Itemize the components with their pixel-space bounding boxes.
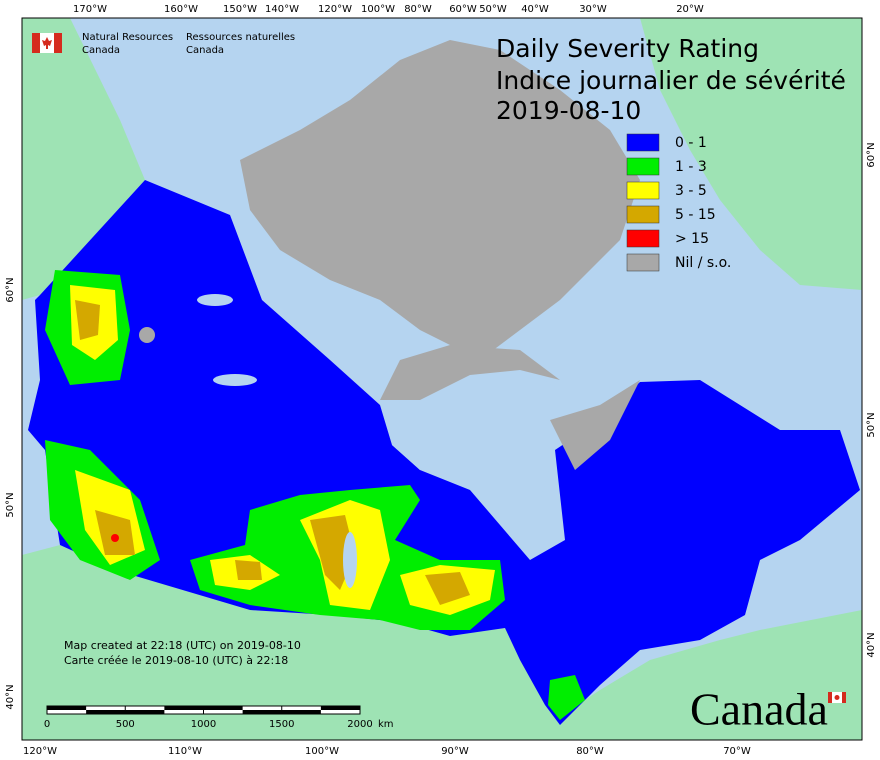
latitude-label: 40°N — [5, 684, 16, 709]
latitude-label: 60°N — [866, 142, 877, 167]
longitude-label: 120°W — [23, 746, 57, 757]
legend-swatch — [626, 133, 660, 152]
latitude-label: 50°N — [866, 412, 877, 437]
map-frame — [21, 17, 863, 741]
scale-bar-segment — [242, 710, 282, 714]
agency-text: Canada — [186, 45, 224, 56]
latitude-label: 40°N — [866, 632, 877, 657]
scale-bar-segment — [86, 710, 126, 714]
danger-patch — [425, 572, 470, 605]
longitude-label: 150°W — [223, 4, 257, 15]
gray-patch — [139, 327, 155, 343]
legend-label: 1 - 3 — [675, 159, 707, 175]
danger-patch — [95, 510, 135, 555]
greenland — [640, 18, 862, 290]
scale-bar-segment — [47, 706, 87, 710]
legend-swatch — [626, 157, 660, 176]
scale-bar-unit: km — [378, 719, 394, 730]
longitude-label: 140°W — [265, 4, 299, 15]
scale-bar-label: 1000 — [191, 719, 216, 730]
longitude-label: 70°W — [723, 746, 751, 757]
lake — [213, 374, 257, 386]
ungava — [550, 380, 640, 470]
lake — [343, 532, 357, 588]
wordmark-flag — [842, 692, 846, 703]
legend-label: Nil / s.o. — [675, 255, 731, 271]
hudson-bay — [392, 365, 560, 500]
scale-bar-label: 1500 — [269, 719, 294, 730]
scale-bar-segment — [125, 710, 165, 714]
scale-bar-segment — [281, 710, 321, 714]
legend-label: 3 - 5 — [675, 183, 707, 199]
title: Indice journalier de sévérité — [496, 66, 846, 95]
legend-label: > 15 — [675, 231, 709, 247]
lake — [197, 294, 233, 306]
latitude-label: 60°N — [5, 277, 16, 302]
latitude-label: 50°N — [5, 492, 16, 517]
agency-text: Canada — [82, 45, 120, 56]
scale-bar-segment — [164, 706, 204, 710]
longitude-label: 90°W — [441, 746, 469, 757]
longitude-label: 160°W — [164, 4, 198, 15]
scale-bar-label: 500 — [116, 719, 135, 730]
legend-label: 0 - 1 — [675, 135, 707, 151]
longitude-label: 20°W — [676, 4, 704, 15]
alaska — [22, 18, 145, 300]
scale-bar-segment — [203, 706, 243, 710]
danger-patch — [111, 534, 119, 542]
wordmark-flag — [828, 692, 832, 703]
scale-bar-label: 2000 — [347, 719, 372, 730]
united-states — [22, 545, 862, 740]
flag-bar — [32, 33, 40, 53]
scale-bar-label: 0 — [44, 719, 50, 730]
agency-text: Ressources naturelles — [186, 32, 295, 43]
maple-leaf — [42, 37, 52, 49]
legend-swatch — [626, 229, 660, 248]
title-date: 2019-08-10 — [496, 96, 641, 125]
longitude-label: 110°W — [168, 746, 202, 757]
longitude-label: 50°W — [479, 4, 507, 15]
longitude-label: 170°W — [73, 4, 107, 15]
longitude-label: 100°W — [361, 4, 395, 15]
title: Daily Severity Rating — [496, 34, 759, 63]
legend-label: 5 - 15 — [675, 207, 716, 223]
longitude-label: 60°W — [449, 4, 477, 15]
arctic-islands — [240, 40, 640, 360]
longitude-label: 80°W — [576, 746, 604, 757]
footer-text: Carte créée le 2019-08-10 (UTC) à 22:18 — [64, 654, 288, 667]
footer-text: Map created at 22:18 (UTC) on 2019-08-10 — [64, 639, 301, 652]
legend-swatch — [626, 253, 660, 272]
danger-patch — [75, 300, 100, 340]
legend-swatch — [626, 205, 660, 224]
wordmark-flag — [834, 695, 840, 700]
longitude-label: 100°W — [305, 746, 339, 757]
legend-swatch — [626, 181, 660, 200]
agency-text: Natural Resources — [82, 32, 173, 43]
longitude-label: 80°W — [404, 4, 432, 15]
scale-bar-segment — [320, 706, 360, 710]
danger-patch — [235, 560, 262, 580]
flag-bar — [54, 33, 62, 53]
longitude-label: 120°W — [318, 4, 352, 15]
longitude-label: 30°W — [579, 4, 607, 15]
wordmark: Canada — [690, 684, 828, 735]
baffin-south — [380, 345, 560, 400]
longitude-label: 40°W — [521, 4, 549, 15]
danger-patch — [548, 675, 585, 720]
